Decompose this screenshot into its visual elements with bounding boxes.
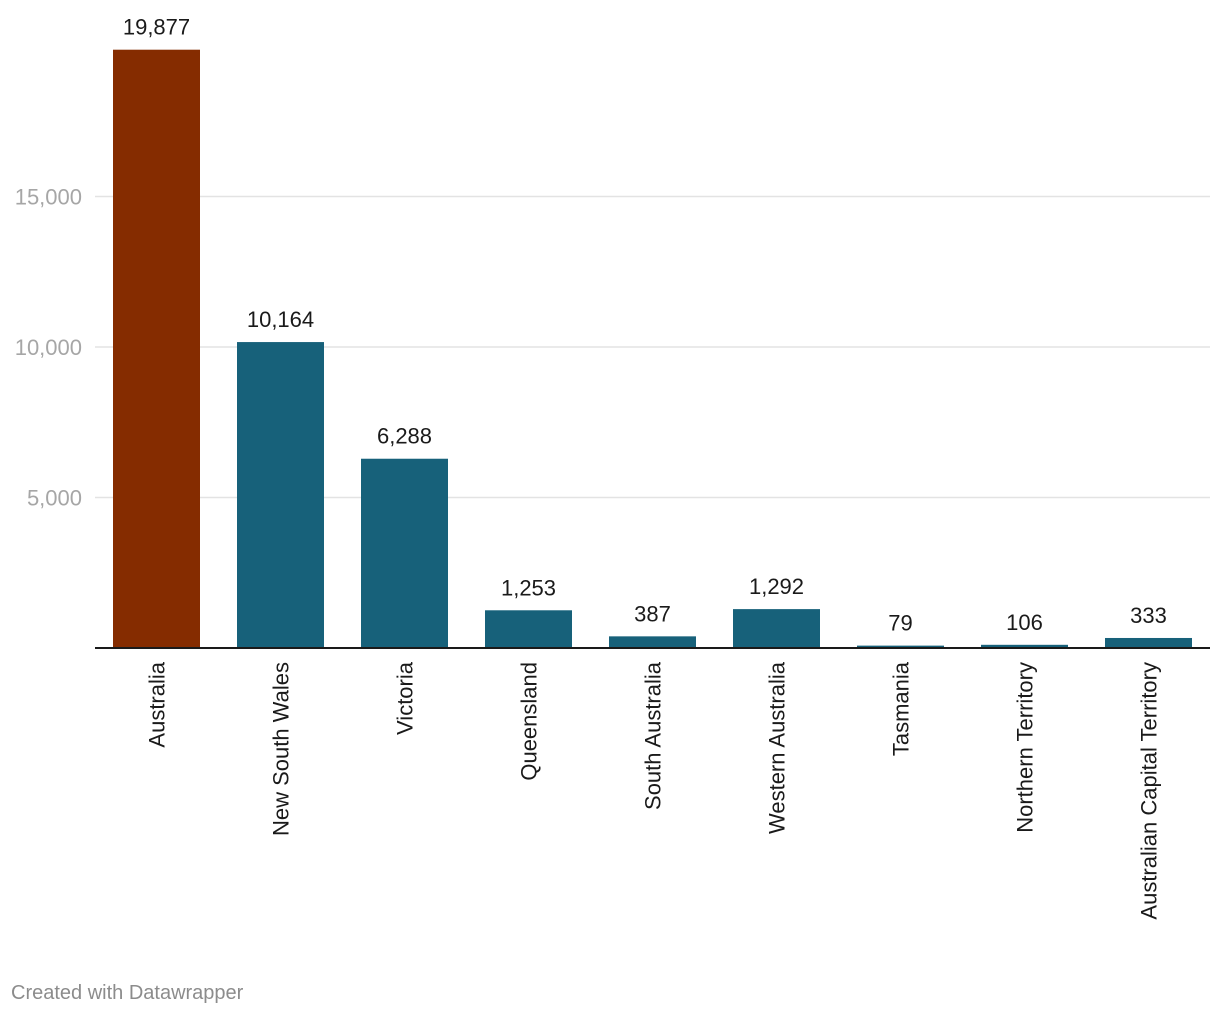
bars bbox=[113, 49, 1192, 649]
category-label: Northern Territory bbox=[1013, 662, 1038, 833]
bar bbox=[361, 458, 448, 648]
value-label: 6,288 bbox=[377, 424, 432, 449]
value-label: 1,253 bbox=[501, 575, 556, 600]
value-label: 19,877 bbox=[123, 15, 190, 40]
bar bbox=[857, 645, 944, 648]
category-label: Western Australia bbox=[765, 661, 790, 834]
bar bbox=[485, 610, 572, 648]
category-label: Australia bbox=[145, 661, 170, 747]
value-label: 1,292 bbox=[749, 574, 804, 599]
category-label: Queensland bbox=[517, 662, 542, 781]
y-tick-label: 10,000 bbox=[15, 335, 82, 360]
y-tick-label: 5,000 bbox=[27, 486, 82, 511]
bar bbox=[237, 342, 324, 648]
bar bbox=[1105, 637, 1192, 648]
value-label: 10,164 bbox=[247, 307, 314, 332]
category-label: Tasmania bbox=[889, 661, 914, 756]
y-tick-label: 15,000 bbox=[15, 185, 82, 210]
value-label: 79 bbox=[888, 611, 912, 636]
bar-chart: 5,000 10,000 15,000 19,877 10,164 6,288 1,253… bbox=[15, 15, 1210, 920]
bar bbox=[113, 49, 200, 649]
value-labels: 19,877 10,164 6,288 1,253 387 1,292 79 106 333 bbox=[123, 15, 1167, 636]
category-label: Australian Capital Territory bbox=[1137, 662, 1162, 920]
bar bbox=[733, 609, 820, 648]
category-label: Victoria bbox=[393, 661, 418, 735]
value-label: 333 bbox=[1130, 603, 1167, 628]
bar bbox=[981, 644, 1068, 648]
x-axis-labels: Australia New South Wales Victoria Queensla… bbox=[145, 661, 1162, 919]
value-label: 106 bbox=[1006, 610, 1043, 635]
y-axis-ticks: 5,000 10,000 15,000 bbox=[15, 185, 82, 511]
category-label: South Australia bbox=[641, 661, 666, 810]
bar bbox=[609, 636, 696, 648]
credit-text: Created with Datawrapper bbox=[11, 982, 244, 1004]
value-label: 387 bbox=[634, 601, 671, 626]
category-label: New South Wales bbox=[269, 662, 294, 836]
